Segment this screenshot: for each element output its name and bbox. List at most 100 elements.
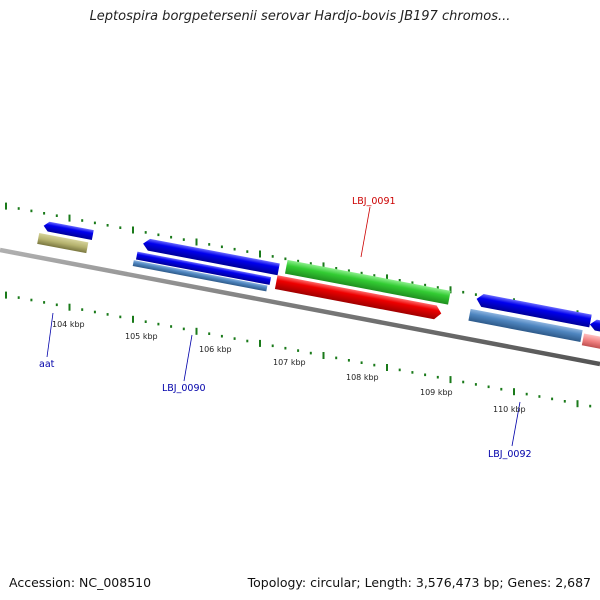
inner-track-tick (309, 351, 312, 355)
inner-track-tick (513, 388, 515, 396)
scale-label: 107 kbp (273, 358, 306, 367)
outer-track-tick (157, 233, 160, 237)
genome-summary-text: Topology: circular; Length: 3,576,473 bp… (247, 575, 591, 590)
leader-lbj0091 (360, 206, 371, 258)
inner-track-tick (424, 373, 427, 377)
accession-text: Accession: NC_008510 (9, 575, 152, 590)
inner-track-tick (284, 346, 287, 350)
inner-track-tick (386, 364, 388, 371)
scale-label: 108 kbp (346, 373, 379, 382)
gene-lbj0090-arrow[interactable] (142, 238, 280, 276)
inner-track-tick (157, 322, 160, 326)
outer-track-tick (55, 214, 58, 217)
leader-aat (46, 312, 54, 358)
outer-track-tick (436, 286, 439, 289)
inner-track-tick (132, 315, 134, 323)
inner-track-tick (233, 337, 236, 340)
inner-track-tick (347, 359, 350, 362)
inner-track-tick (81, 308, 84, 311)
outer-track-tick (93, 221, 96, 225)
leader-lbj0092 (511, 401, 521, 447)
outer-track-tick (335, 267, 338, 270)
inner-track-tick (195, 327, 198, 335)
outer-track-tick (144, 231, 147, 234)
inner-track-tick (487, 385, 490, 389)
outer-track-tick (259, 250, 261, 258)
outer-track-tick (182, 238, 185, 241)
gene-lbj0090-band-2[interactable] (132, 260, 268, 292)
gene-partial-pink[interactable] (581, 333, 600, 353)
outer-track-tick (208, 243, 211, 246)
inner-track-tick (170, 325, 173, 328)
gene-partial-blue-arrow[interactable] (589, 319, 600, 336)
outer-track-tick (17, 207, 20, 210)
inner-track-tick (525, 392, 528, 396)
outer-track-tick (81, 219, 84, 222)
gene-label-lbj0092[interactable]: LBJ_0092 (488, 449, 532, 460)
inner-track-tick (373, 363, 376, 367)
outer-track-tick (5, 202, 7, 210)
outer-track-tick (195, 238, 198, 246)
inner-track-tick (271, 344, 274, 348)
outer-track-tick (220, 245, 223, 249)
inner-track-tick (246, 339, 249, 343)
outer-track-tick (309, 262, 312, 265)
gene-lbj0091-arrow-green[interactable] (284, 259, 451, 305)
gene-lbj0092-arrow[interactable] (475, 293, 592, 328)
outer-track-tick (449, 286, 452, 294)
map-title: Leptospira borgpetersenii serovar Hardjo… (89, 9, 511, 24)
gene-label-lbj0090[interactable]: LBJ_0090 (162, 383, 206, 394)
outer-track-tick (347, 269, 350, 272)
inner-tick-track (5, 291, 592, 408)
inner-track-tick (589, 404, 592, 408)
outer-track-tick (43, 212, 46, 215)
outer-track-tick (360, 271, 363, 275)
inner-track-tick (500, 387, 503, 391)
inner-track-tick (182, 327, 185, 331)
scale-label: 104 kbp (52, 320, 85, 329)
inner-track-tick (576, 400, 579, 408)
inner-track-tick (297, 349, 300, 352)
inner-track-tick (360, 361, 363, 364)
outer-track-tick (297, 259, 300, 263)
inner-track-tick (551, 397, 554, 401)
gene-lbj0092-feature[interactable] (468, 308, 583, 342)
inner-track-tick (474, 383, 477, 386)
gene-lbj0091-arrow-red[interactable] (274, 275, 443, 320)
gene-aat-feature[interactable] (37, 233, 89, 254)
inner-track-tick (5, 291, 7, 299)
inner-track-tick (398, 368, 401, 372)
inner-track-tick (144, 320, 147, 323)
inner-track-tick (411, 371, 414, 374)
gene-label-lbj0091[interactable]: LBJ_0091 (352, 196, 396, 207)
gene-label-aat[interactable]: aat (39, 359, 55, 370)
scale-label: 106 kbp (199, 345, 232, 354)
chromosome-backbone (0, 247, 600, 367)
outer-track-tick (411, 281, 414, 284)
inner-track-tick (563, 400, 566, 403)
outer-track-tick (68, 214, 71, 222)
outer-track-tick (398, 279, 401, 282)
outer-track-tick (373, 274, 376, 277)
outer-track-tick (271, 255, 274, 258)
inner-track-tick (68, 303, 71, 311)
inner-track-tick (106, 313, 109, 316)
inner-track-tick (93, 310, 96, 314)
gene-lbj0090-band-1[interactable] (135, 251, 272, 285)
inner-track-tick (55, 303, 58, 307)
inner-track-tick (322, 352, 325, 359)
outer-track-tick (170, 235, 173, 239)
outer-track-tick (30, 209, 33, 213)
inner-track-tick (462, 380, 465, 384)
outer-track-tick (462, 290, 465, 294)
inner-track-tick (449, 376, 452, 384)
inner-track-tick (119, 315, 122, 319)
outer-track-tick (246, 250, 249, 253)
inner-track-tick (335, 356, 338, 360)
inner-track-tick (538, 395, 541, 398)
scale-label: 109 kbp (420, 388, 453, 397)
scale-label: 105 kbp (125, 332, 158, 341)
inner-track-tick (220, 334, 223, 338)
gene-aat-arrow[interactable] (43, 221, 94, 240)
